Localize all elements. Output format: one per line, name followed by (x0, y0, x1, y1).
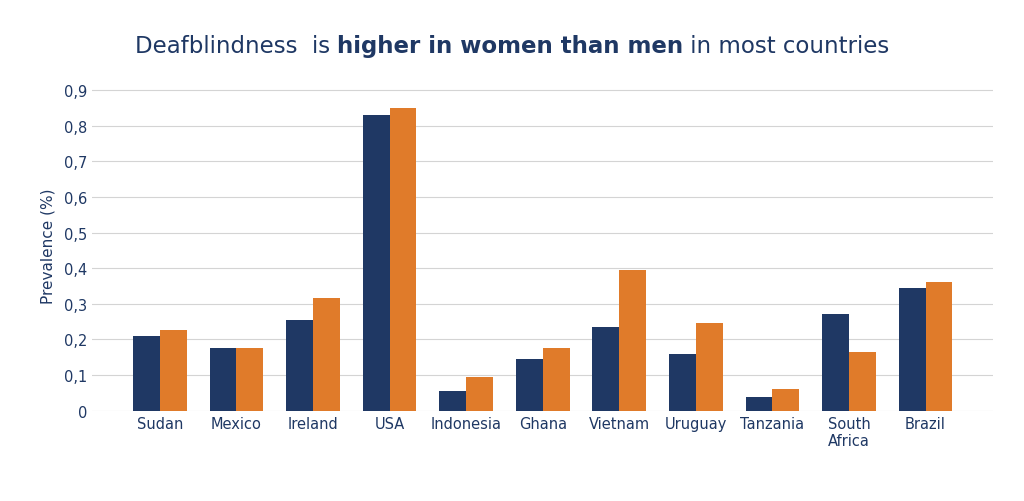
Bar (849, 352, 876, 411)
Text: higher in women than men: higher in women than men (337, 35, 683, 58)
Bar (593, 327, 620, 411)
Bar (133, 336, 160, 411)
Bar (313, 299, 340, 411)
Bar (696, 324, 723, 411)
Bar (669, 354, 696, 411)
Bar (745, 397, 772, 411)
Bar (362, 116, 389, 411)
Bar (287, 320, 313, 411)
Bar (237, 349, 263, 411)
Bar (210, 349, 237, 411)
Bar (899, 288, 926, 411)
Bar (620, 271, 646, 411)
Bar (439, 391, 466, 411)
Bar (466, 377, 493, 411)
Text: in most countries: in most countries (683, 35, 890, 58)
Bar (822, 315, 849, 411)
Bar (772, 389, 799, 411)
Bar (389, 109, 417, 411)
Bar (516, 359, 543, 411)
Y-axis label: Prevalence (%): Prevalence (%) (41, 188, 55, 303)
Bar (543, 349, 569, 411)
Bar (926, 283, 952, 411)
Bar (160, 331, 186, 411)
Text: Deafblindness  is: Deafblindness is (134, 35, 337, 58)
